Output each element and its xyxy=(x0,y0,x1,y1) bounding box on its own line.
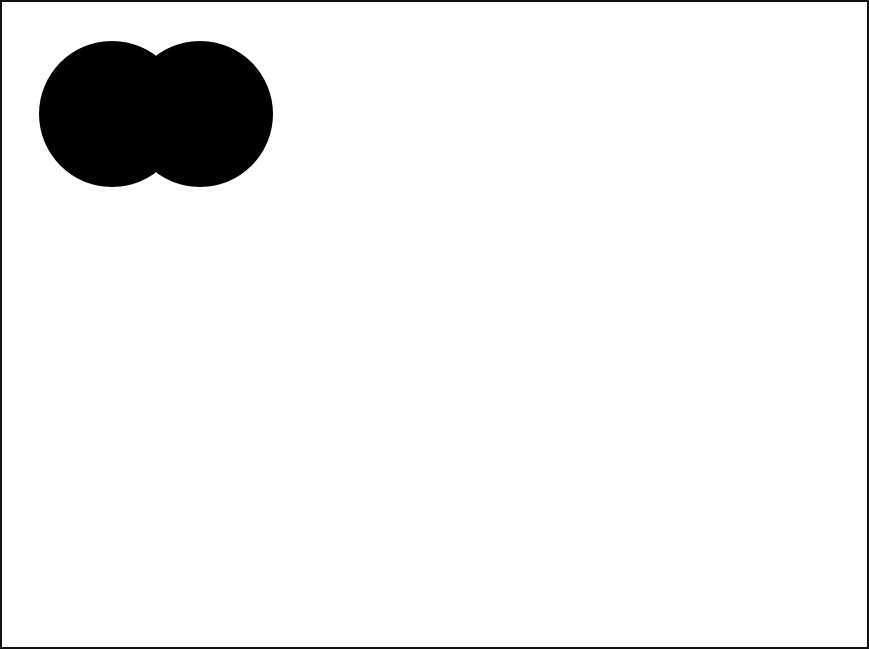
panel-d xyxy=(302,220,867,433)
volcano-plot xyxy=(8,208,300,456)
venn-overlap-region xyxy=(127,41,185,187)
panel-a xyxy=(8,6,300,204)
heatmap-group-brackets xyxy=(339,189,753,199)
network-diagram-d xyxy=(302,220,867,433)
panel-c xyxy=(300,6,867,220)
heatmap-canvas xyxy=(339,10,753,188)
panel-b xyxy=(8,208,300,456)
network-diagram-e xyxy=(302,433,867,647)
panel-e xyxy=(302,433,867,647)
heatmap-dendrogram xyxy=(300,10,339,186)
venn-diagram xyxy=(39,41,273,187)
